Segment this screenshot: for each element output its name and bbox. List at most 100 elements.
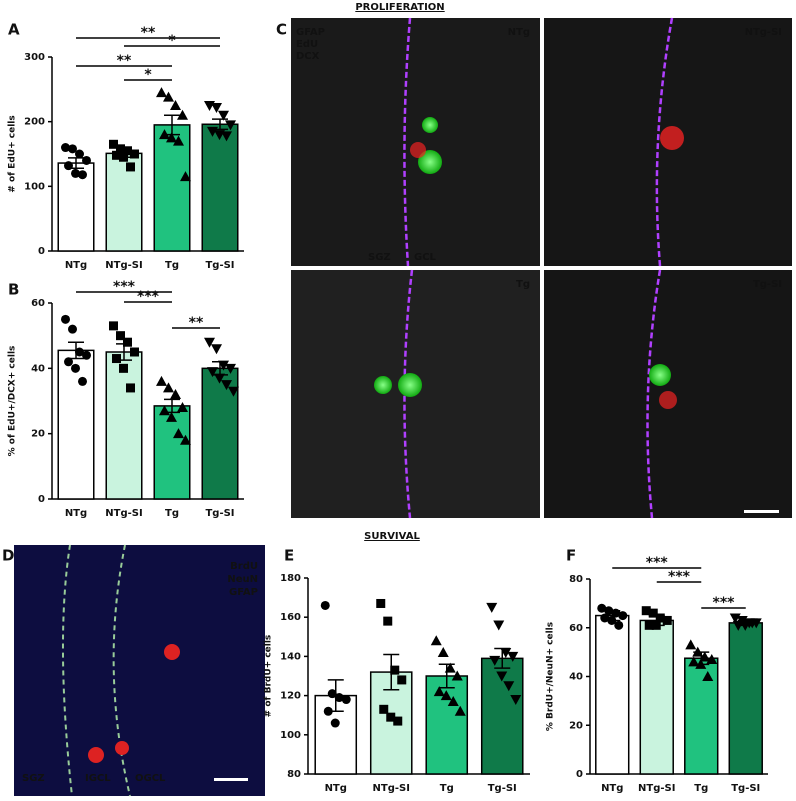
x-tick-label: NTg-SI [638, 783, 675, 794]
data-point [662, 615, 672, 625]
image-label: Tg [516, 279, 530, 290]
y-tick-label: 0 [38, 494, 45, 505]
data-point [82, 350, 91, 360]
data-point [177, 109, 188, 120]
region-label: SGZ [22, 773, 45, 784]
data-point [702, 671, 714, 681]
data-point [180, 171, 191, 182]
data-point [166, 132, 177, 143]
y-tick-label: 60 [569, 623, 583, 634]
bar [153, 124, 191, 252]
data-point [64, 357, 73, 367]
region-label: GCL [414, 252, 437, 263]
data-point [126, 162, 135, 172]
panel-letter: C [276, 21, 287, 39]
y-tick-label: 0 [38, 246, 45, 257]
y-tick-label: 60 [31, 298, 45, 309]
y-tick-label: 120 [280, 691, 301, 702]
data-point [379, 704, 389, 714]
data-point [225, 363, 236, 374]
bar [425, 675, 469, 775]
data-point [393, 716, 403, 726]
image-label: NTg [508, 27, 530, 38]
y-tick-label: 20 [31, 429, 45, 440]
data-point [130, 149, 139, 159]
y-axis-label: # of EdU+ cells [8, 115, 18, 192]
data-point [82, 155, 91, 165]
data-point [123, 337, 132, 347]
significance-label: *** [713, 595, 736, 611]
data-point [695, 658, 707, 669]
data-point [746, 618, 758, 629]
data-point [648, 608, 658, 618]
data-point [600, 613, 610, 623]
data-point [126, 383, 135, 393]
data-point [437, 646, 449, 657]
data-point [116, 144, 125, 154]
data-point [699, 651, 711, 662]
data-point [68, 144, 77, 154]
stain-label: NeuN [227, 574, 258, 585]
x-tick-label: NTg [601, 783, 623, 794]
stain-label: DCX [296, 51, 320, 62]
data-point [221, 131, 232, 142]
data-point [119, 152, 128, 162]
significance-label: *** [668, 569, 691, 585]
bar [105, 351, 143, 500]
x-tick-label: NTg [65, 260, 87, 271]
y-tick-label: 80 [287, 769, 301, 780]
data-point [123, 146, 132, 156]
bar [595, 614, 630, 775]
x-tick-label: Tg [165, 260, 179, 271]
micrograph-d [14, 544, 265, 797]
data-point [156, 375, 167, 386]
data-point [218, 110, 229, 121]
data-point [376, 598, 386, 608]
y-tick-label: 80 [569, 574, 583, 585]
y-tick-label: 200 [24, 117, 45, 128]
bar-chart: 0 100 200 300 # of EdU+ cells NTg NTg-SI Tg Tg-S… [8, 25, 244, 271]
data-point [604, 606, 614, 616]
x-tick-label: Tg-SI [205, 508, 234, 519]
data-point [706, 653, 718, 664]
significance-label: ** [141, 25, 156, 41]
y-tick-label: 300 [24, 52, 45, 63]
data-point [688, 656, 700, 667]
data-point [173, 135, 184, 146]
y-tick-label: 160 [280, 612, 301, 623]
stain-label: GFAP [229, 587, 258, 598]
significance-label: * [168, 33, 176, 49]
data-point [597, 603, 607, 613]
data-point [334, 693, 344, 703]
data-point [685, 639, 697, 650]
y-tick-label: 180 [280, 573, 301, 584]
data-point [486, 602, 498, 613]
data-point [221, 380, 232, 391]
error-bar [438, 663, 455, 689]
data-point [180, 434, 191, 445]
data-point [130, 347, 139, 357]
x-tick-label: NTg-SI [105, 260, 142, 271]
data-point [218, 360, 229, 371]
bar [728, 622, 763, 775]
y-tick-label: 40 [31, 363, 45, 374]
data-point [692, 646, 704, 657]
bar-chart: 0 20 40 60 80 % BrdU+/NeuN+ cells NTg NTg-SI Tg T… [546, 555, 768, 794]
data-point [732, 620, 744, 631]
significance-label: * [144, 67, 152, 83]
data-point [454, 705, 466, 716]
data-point [166, 411, 177, 422]
data-point [207, 126, 218, 137]
data-point [163, 91, 174, 102]
data-point [61, 143, 70, 153]
data-point [440, 690, 452, 701]
data-point [112, 354, 121, 364]
data-point [386, 712, 396, 722]
data-point [444, 662, 456, 673]
panel-letter: B [8, 281, 19, 299]
bar-chart: 80 100 120 140 160 180 # of BrdU+ cells NTg NTg-… [264, 573, 530, 794]
section-title: PROLIFERATION [355, 2, 444, 13]
data-point [109, 321, 118, 331]
panel-letter: F [566, 547, 576, 565]
data-point [71, 363, 80, 373]
